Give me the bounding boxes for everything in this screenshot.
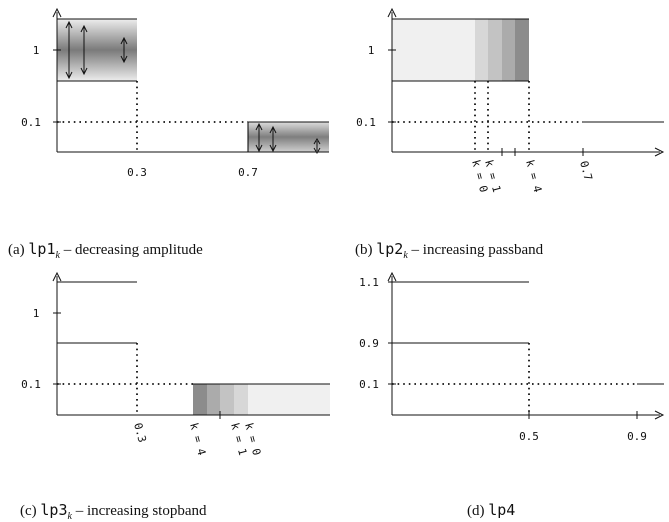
x-tick-label: 0.9	[627, 430, 647, 443]
y-axis-arrow-icon	[52, 7, 62, 18]
caption-a: (a) lp1k – decreasing amplitude	[8, 240, 203, 261]
x-tick-label: 0.5	[519, 430, 539, 443]
y-tick-label: 1	[33, 44, 40, 57]
stopband-shade-k3	[207, 384, 220, 415]
y-axis-arrow-icon	[387, 271, 397, 282]
passband-shade-k2	[488, 19, 502, 81]
y-tick-label: 1	[368, 44, 375, 57]
amplitude-arrows	[65, 20, 321, 154]
y-tick-label: 0.9	[359, 337, 379, 350]
y-tick-label: 0.1	[356, 116, 376, 129]
panel-d: 1.1 0.9 0.1 0.5 0.9 (d) lp4	[359, 271, 665, 519]
panel-b: 1 0.1 0.7 k = 0 k = 1 k = 4 (b) lp2k – i…	[355, 7, 665, 261]
passband-shade-k4	[515, 19, 529, 81]
stopband-shade-k0	[248, 384, 330, 415]
passband-shade-k3	[502, 19, 515, 81]
y-axis-arrow-icon	[387, 7, 397, 18]
x-tick-label: 0.3	[127, 166, 147, 179]
x-axis-arrow-icon	[654, 147, 665, 157]
y-tick-label: 0.1	[21, 378, 41, 391]
y-tick-label: 0.1	[359, 378, 379, 391]
stopband-shade-k4	[193, 384, 207, 415]
y-axis-arrow-icon	[52, 271, 62, 282]
caption-c: (c) lp3k – increasing stopband	[20, 501, 207, 522]
y-tick-label: 1.1	[359, 276, 379, 289]
panel-c: 1 0.1 0.3 k = 4 k = 1 k = 0 (c) lp3k – i…	[20, 271, 330, 522]
passband-shade-k1	[475, 19, 488, 81]
stopband-shade-k1	[234, 384, 248, 415]
x-tick-label: 0.7	[238, 166, 258, 179]
y-tick-label: 1	[33, 307, 40, 320]
x-tick-label: 0.3	[131, 421, 149, 444]
k-label: k = 4	[523, 158, 544, 194]
passband-shade-k0	[392, 19, 475, 81]
caption-d: (d) lp4	[467, 501, 515, 519]
x-axis-arrow-icon	[654, 410, 665, 420]
stopband-shade-k2	[220, 384, 234, 415]
x-tick-label: 0.7	[577, 159, 595, 182]
k-label: k = 4	[187, 421, 208, 457]
caption-b: (b) lp2k – increasing passband	[355, 240, 544, 261]
panel-a: 1 0.1 0.3 0.7 (a) lp1k – decreasing ampl	[8, 7, 329, 261]
y-tick-label: 0.1	[21, 116, 41, 129]
